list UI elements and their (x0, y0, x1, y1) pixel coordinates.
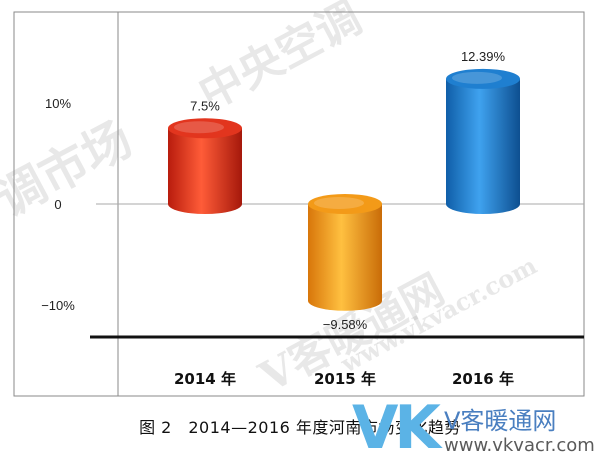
bar-body-1 (308, 204, 382, 311)
bar-top-highlight-0 (174, 121, 224, 134)
bar-2 (446, 68, 520, 215)
bar-body-0 (168, 128, 242, 214)
bar-body-2 (446, 78, 520, 215)
y-tick-label-1: 0 (54, 197, 61, 212)
data-label-1: −9.58% (323, 317, 368, 332)
bar-top-2 (446, 68, 520, 89)
logo-vk-mark: VK (352, 393, 441, 463)
data-label-0: 7.5% (190, 98, 220, 113)
bar-top-highlight-2 (452, 71, 502, 84)
bar-top-1 (308, 194, 382, 214)
logo-url: www.vkvacr.com (444, 435, 595, 456)
category-label-2: 2016 年 (452, 370, 514, 388)
logo-site-name: V客暖通网 (444, 407, 557, 435)
vk-logo: VK V客暖通网 www.vkvacr.com (352, 397, 600, 467)
y-tick-label-0: 10% (45, 96, 71, 111)
bar-0 (168, 118, 242, 214)
data-label-2: 12.39% (461, 49, 506, 64)
y-tick-label-2: −10% (41, 298, 75, 313)
bar-top-highlight-1 (314, 197, 364, 209)
category-label-0: 2014 年 (174, 370, 236, 388)
bar-1 (308, 194, 382, 311)
figure-caption: 图 2 2014—2016 年度河南市场变化趋势 (139, 418, 461, 437)
bar-top-0 (168, 118, 242, 139)
category-label-1: 2015 年 (314, 370, 376, 388)
